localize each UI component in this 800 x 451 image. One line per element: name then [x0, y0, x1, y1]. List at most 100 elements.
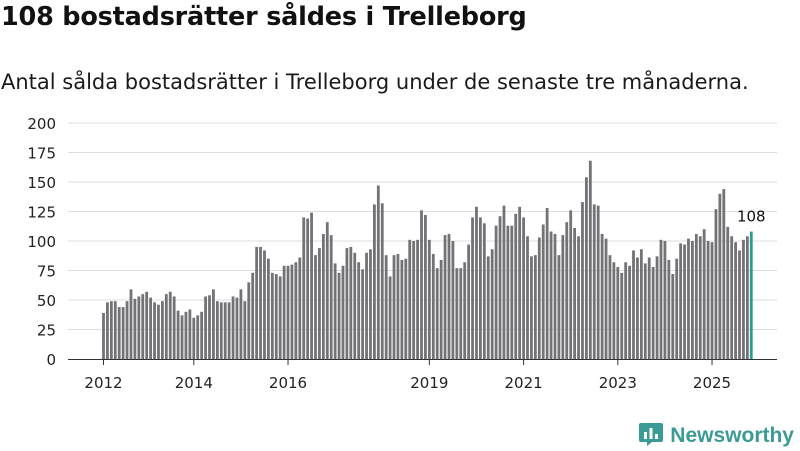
- bar: [467, 244, 471, 359]
- bar: [691, 241, 694, 359]
- bar: [314, 255, 317, 359]
- bar: [616, 266, 620, 359]
- bar: [160, 301, 164, 359]
- bar: [109, 301, 113, 359]
- bar: [266, 258, 270, 359]
- y-tick-label: 50: [37, 292, 56, 310]
- bar: [369, 249, 372, 359]
- bar: [157, 304, 160, 359]
- bar: [718, 193, 722, 359]
- bar: [153, 302, 156, 359]
- bar: [172, 296, 176, 359]
- bar: [337, 272, 341, 359]
- y-tick-label: 175: [27, 145, 56, 163]
- bar: [624, 262, 628, 359]
- bar: [600, 233, 604, 359]
- bar: [321, 233, 325, 359]
- bar: [439, 259, 443, 359]
- bar: [435, 268, 439, 359]
- x-tick-label: 2021: [504, 374, 542, 392]
- bar: [333, 263, 337, 359]
- bar: [290, 264, 294, 359]
- bar: [651, 266, 655, 359]
- bar: [573, 228, 577, 359]
- bar: [372, 204, 376, 359]
- bar: [482, 223, 486, 359]
- bar: [447, 233, 451, 359]
- bar: [215, 301, 219, 359]
- bar: [164, 294, 168, 359]
- chart-subtitle: Antal sålda bostadsrätter i Trelleborg u…: [1, 70, 749, 94]
- bar: [208, 295, 211, 359]
- highlight-value-label: 108: [737, 208, 766, 226]
- bar: [341, 265, 345, 359]
- bar: [380, 203, 384, 359]
- bar: [376, 185, 380, 359]
- bar: [584, 177, 588, 359]
- bar: [200, 311, 204, 359]
- bar: [592, 204, 596, 359]
- bar: [671, 274, 675, 359]
- bar: [647, 257, 651, 359]
- bar: [400, 259, 404, 359]
- bar: [687, 238, 690, 359]
- bar: [702, 229, 706, 359]
- bar: [263, 250, 266, 359]
- bar: [655, 256, 659, 359]
- x-tick-label: 2019: [410, 374, 448, 392]
- bar: [176, 310, 180, 359]
- bar: [412, 241, 416, 359]
- bar: [679, 243, 683, 359]
- bar: [259, 246, 262, 359]
- bar: [537, 237, 541, 359]
- bar: [710, 242, 714, 359]
- bar: [577, 236, 580, 359]
- bar: [533, 255, 537, 359]
- bar: [643, 263, 647, 359]
- bar: [286, 265, 290, 359]
- bar: [561, 235, 565, 359]
- y-tick-label: 200: [27, 115, 56, 133]
- bar: [298, 257, 302, 359]
- bar: [408, 239, 412, 359]
- bar: [345, 248, 349, 359]
- bar: [404, 258, 408, 359]
- bar: [742, 239, 745, 359]
- bar: [251, 272, 255, 359]
- bar: [506, 225, 510, 359]
- bar: [349, 246, 353, 359]
- bar: [455, 268, 459, 359]
- bar: [384, 255, 388, 359]
- bar: [502, 205, 506, 359]
- bar: [294, 262, 298, 359]
- bar: [212, 289, 215, 359]
- bar: [396, 253, 400, 359]
- bar: [714, 209, 718, 359]
- bar: [278, 276, 282, 359]
- bar-chart-logo-icon: [638, 421, 664, 451]
- bar: [675, 258, 679, 359]
- bar: [636, 257, 639, 359]
- bar: [247, 282, 251, 359]
- y-tick-label: 125: [27, 204, 56, 222]
- bar: [121, 307, 125, 359]
- bar: [510, 225, 514, 359]
- bar: [357, 262, 361, 359]
- bar: [431, 253, 435, 359]
- bar: [475, 206, 478, 359]
- bar: [204, 296, 207, 359]
- bar: [486, 256, 490, 359]
- bar: [639, 249, 643, 359]
- bar: [694, 233, 698, 359]
- bar: [102, 312, 105, 359]
- bar: [498, 216, 502, 359]
- bar: [530, 256, 533, 359]
- bar: [302, 217, 306, 359]
- bar: [604, 238, 608, 359]
- bar: [255, 246, 259, 359]
- bar: [420, 210, 423, 359]
- bar: [219, 302, 223, 359]
- bar: [722, 189, 726, 359]
- bar-highlight: [749, 231, 753, 359]
